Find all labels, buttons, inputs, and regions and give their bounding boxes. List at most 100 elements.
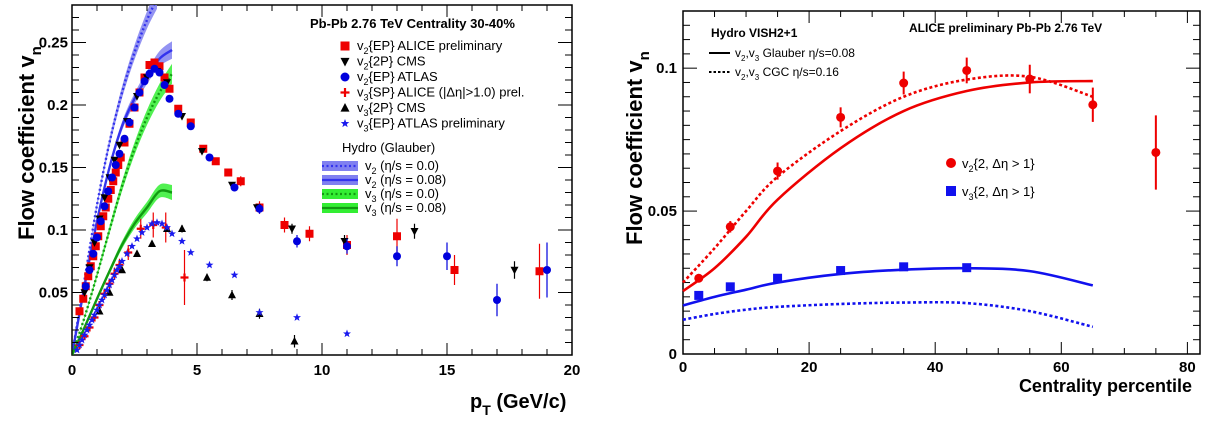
data-point <box>125 118 134 127</box>
data-point <box>108 173 116 182</box>
legend-entry: v2{EP} ATLAS <box>357 69 438 87</box>
data-point <box>393 232 401 241</box>
data-point <box>343 242 351 251</box>
data-point <box>100 194 109 202</box>
data-point <box>75 340 84 349</box>
data-point <box>165 94 174 103</box>
right-data-layer <box>694 57 1161 300</box>
model-curve-v3-glauber-s-0-08 <box>682 266 1094 307</box>
legend-entry: v2,v3 CGC η/s=0.16 <box>735 65 839 82</box>
legend-entry: v3 (η/s = 0.0) <box>365 186 439 204</box>
y-tick-label: 0.05 <box>39 285 68 302</box>
data-point <box>96 222 105 231</box>
x-tick-label: 20 <box>801 359 818 376</box>
legend-text: {EP} ATLAS <box>369 69 438 84</box>
data-point <box>305 229 314 238</box>
data-point <box>108 275 116 284</box>
model-curve-v2-cgc-s-0-16 <box>682 74 1094 284</box>
data-point <box>143 223 151 231</box>
legend-entry: v3 (η/s = 0.08) <box>365 200 446 218</box>
legend-marker <box>340 57 350 67</box>
legend-text: {EP} ALICE preliminary <box>369 38 503 53</box>
data-point <box>89 249 98 258</box>
data-point <box>450 266 459 274</box>
data-point <box>836 266 846 276</box>
data-point <box>111 161 120 169</box>
legend-sub: 3 <box>364 108 369 118</box>
data-point <box>140 77 149 86</box>
y-tick-label: 0.05 <box>648 203 677 220</box>
data-point <box>105 280 114 289</box>
left-data-layer <box>73 58 551 354</box>
right-model-layer <box>682 74 1094 329</box>
data-point <box>198 148 206 156</box>
y-tick-label: 0 <box>669 346 677 363</box>
data-point <box>93 305 101 314</box>
data-point <box>133 234 141 243</box>
data-point <box>93 233 101 242</box>
data-point <box>535 267 544 276</box>
data-point <box>81 282 90 291</box>
legend-text: (η/s = 0.08) <box>377 172 447 187</box>
data-point <box>773 166 783 176</box>
data-point <box>178 237 186 245</box>
data-point <box>288 225 296 234</box>
right-chart: 0 20 40 60 80 0 0.05 0.1 Hydro VISH2+1 ALICE pr… <box>622 10 1201 396</box>
data-point <box>85 266 94 274</box>
legend-entry: v2{EP} ALICE preliminary <box>357 38 503 56</box>
legend-sub: 2 <box>364 46 369 56</box>
data-point <box>110 270 119 279</box>
data-point <box>393 252 401 261</box>
data-point <box>899 262 909 272</box>
data-point <box>962 65 972 75</box>
data-point <box>83 325 91 334</box>
data-point <box>79 294 88 303</box>
data-point <box>104 187 113 196</box>
data-point <box>205 153 214 162</box>
hydro-curve-v3-s-0-0 <box>72 73 173 355</box>
data-point <box>90 310 99 319</box>
legend-text: Glauber η/s=0.08 <box>759 46 855 60</box>
data-point <box>155 62 164 71</box>
legend-text: {2P} CMS <box>369 54 426 69</box>
model-curve-v3-cgc-s-0-16 <box>682 300 1094 329</box>
legend-sub: 2 <box>741 54 746 63</box>
right-axis-ticks: 0 20 40 60 80 0 0.05 0.1 <box>648 11 1200 376</box>
legend-marker <box>340 72 350 82</box>
data-point <box>113 265 121 274</box>
x-tick-label: 0 <box>68 362 76 379</box>
series-v2-2p-cms <box>80 68 519 297</box>
x-tick-label: 60 <box>1053 359 1070 376</box>
data-point <box>203 273 211 281</box>
data-point <box>96 217 105 226</box>
data-point <box>115 262 124 270</box>
legend-sub: 2 <box>364 77 369 87</box>
data-point <box>280 221 289 229</box>
right-x-axis-label: Centrality percentile <box>1019 376 1192 396</box>
data-point <box>694 273 704 283</box>
data-point <box>186 248 195 256</box>
legend-sub: 3 <box>372 208 377 218</box>
data-point <box>111 168 120 177</box>
x-tick-label: 10 <box>314 362 331 379</box>
right-chart-subtitle: Hydro VISH2+1 <box>711 26 798 40</box>
legend-entry: v2{2, Δη > 1} <box>962 156 1035 174</box>
legend-text: {2, Δη > 1} <box>974 184 1036 199</box>
legend-sub: 2 <box>969 164 974 174</box>
data-point <box>836 112 846 122</box>
data-point <box>255 204 264 213</box>
data-point <box>174 104 183 113</box>
legend-sub: 3 <box>755 73 760 82</box>
data-point <box>138 228 146 236</box>
data-point <box>163 223 171 231</box>
hydro-band-3 <box>72 63 172 355</box>
data-point <box>293 237 301 246</box>
series-v3-2-1 <box>694 262 972 300</box>
data-point <box>84 272 93 281</box>
data-point <box>230 270 239 279</box>
y-tick-label: 0.25 <box>39 35 68 52</box>
data-point <box>290 336 299 345</box>
data-point <box>155 68 164 77</box>
legend-sub: 3 <box>755 54 760 63</box>
